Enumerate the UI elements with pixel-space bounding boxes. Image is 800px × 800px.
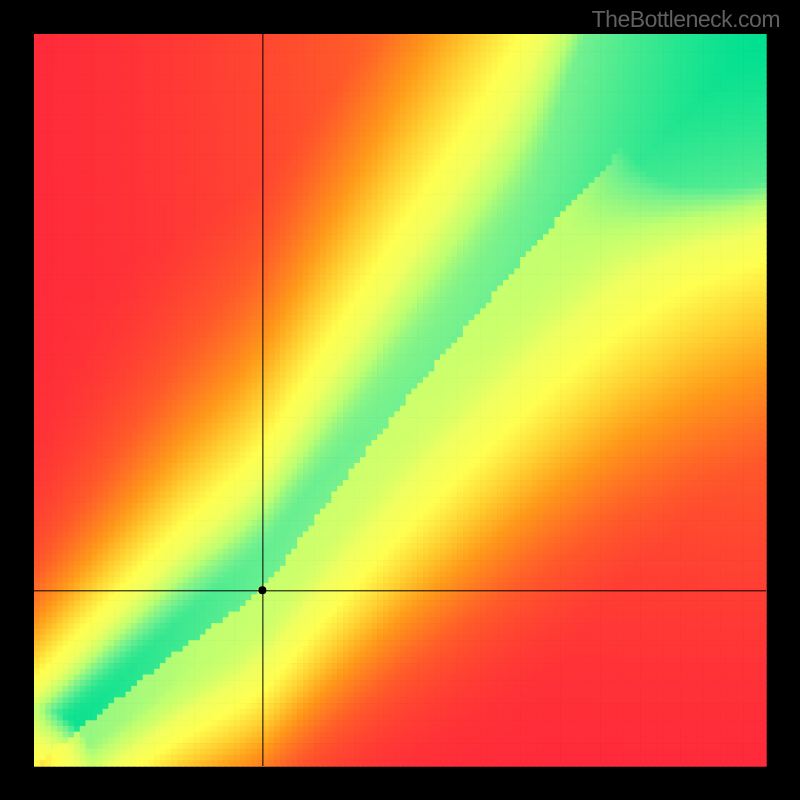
chart-container: TheBottleneck.com	[0, 0, 800, 800]
watermark-text: TheBottleneck.com	[592, 6, 780, 33]
bottleneck-heatmap	[0, 0, 800, 800]
